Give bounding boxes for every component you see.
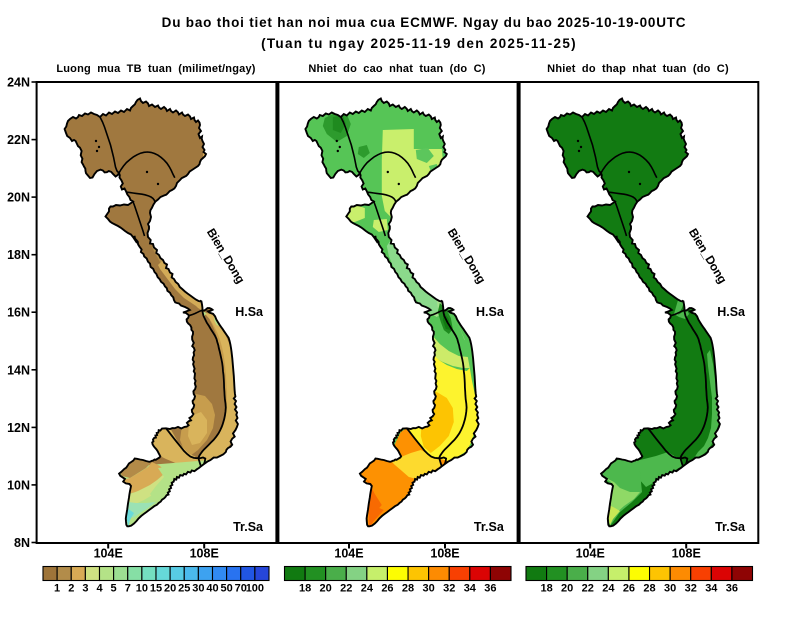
- svg-text:Nhiet do thap nhat tuan (do C): Nhiet do thap nhat tuan (do C): [547, 63, 729, 75]
- svg-text:34: 34: [705, 583, 718, 595]
- svg-text:12N: 12N: [7, 421, 30, 435]
- svg-text:5: 5: [111, 583, 117, 595]
- svg-text:Tr.Sa: Tr.Sa: [715, 520, 746, 534]
- svg-text:36: 36: [726, 583, 738, 595]
- svg-text:8N: 8N: [14, 536, 30, 550]
- svg-text:26: 26: [623, 583, 635, 595]
- svg-text:22: 22: [582, 583, 594, 595]
- svg-text:104E: 104E: [94, 547, 123, 561]
- svg-text:22: 22: [340, 583, 352, 595]
- svg-text:1: 1: [54, 583, 60, 595]
- svg-text:20N: 20N: [7, 191, 30, 205]
- svg-text:104E: 104E: [334, 547, 363, 561]
- svg-text:24N: 24N: [7, 76, 30, 90]
- svg-text:7: 7: [125, 583, 131, 595]
- svg-text:20: 20: [561, 583, 573, 595]
- svg-text:108E: 108E: [190, 547, 219, 561]
- svg-text:70: 70: [235, 583, 247, 595]
- svg-text:30: 30: [192, 583, 204, 595]
- svg-text:30: 30: [423, 583, 435, 595]
- svg-text:36: 36: [484, 583, 496, 595]
- svg-text:Tr.Sa: Tr.Sa: [474, 520, 505, 534]
- svg-text:16N: 16N: [7, 306, 30, 320]
- svg-text:18: 18: [540, 583, 552, 595]
- svg-text:100: 100: [246, 583, 264, 595]
- svg-text:34: 34: [464, 583, 477, 595]
- svg-text:32: 32: [685, 583, 697, 595]
- svg-text:10N: 10N: [7, 478, 30, 492]
- svg-text:40: 40: [206, 583, 218, 595]
- svg-text:108E: 108E: [672, 547, 701, 561]
- svg-text:104E: 104E: [576, 547, 605, 561]
- svg-text:H.Sa: H.Sa: [235, 305, 264, 319]
- svg-text:108E: 108E: [430, 547, 459, 561]
- svg-text:10: 10: [136, 583, 148, 595]
- svg-text:30: 30: [664, 583, 676, 595]
- svg-text:28: 28: [402, 583, 414, 595]
- svg-text:14N: 14N: [7, 363, 30, 377]
- svg-text:2: 2: [68, 583, 74, 595]
- svg-text:24: 24: [361, 583, 374, 595]
- svg-text:18: 18: [299, 583, 311, 595]
- svg-text:26: 26: [381, 583, 393, 595]
- svg-text:24: 24: [602, 583, 615, 595]
- svg-text:22N: 22N: [7, 133, 30, 147]
- svg-text:(Tuan tu ngay 2025-11-19 den 2: (Tuan tu ngay 2025-11-19 den 2025-11-25): [261, 36, 577, 51]
- svg-text:20: 20: [320, 583, 332, 595]
- svg-text:Tr.Sa: Tr.Sa: [233, 520, 264, 534]
- svg-text:H.Sa: H.Sa: [476, 305, 505, 319]
- svg-text:15: 15: [150, 583, 162, 595]
- svg-text:32: 32: [443, 583, 455, 595]
- svg-text:4: 4: [96, 583, 103, 595]
- svg-text:28: 28: [643, 583, 655, 595]
- svg-text:25: 25: [178, 583, 190, 595]
- svg-text:Nhiet do cao nhat tuan (do C): Nhiet do cao nhat tuan (do C): [308, 63, 485, 75]
- svg-text:Luong mua TB tuan (milimet/nga: Luong mua TB tuan (milimet/ngay): [56, 63, 255, 75]
- svg-text:Du bao thoi tiet han noi mua c: Du bao thoi tiet han noi mua cua ECMWF. …: [162, 15, 687, 30]
- svg-text:H.Sa: H.Sa: [717, 305, 746, 319]
- svg-text:20: 20: [164, 583, 176, 595]
- svg-text:50: 50: [220, 583, 232, 595]
- svg-text:18N: 18N: [7, 248, 30, 262]
- svg-text:3: 3: [82, 583, 88, 595]
